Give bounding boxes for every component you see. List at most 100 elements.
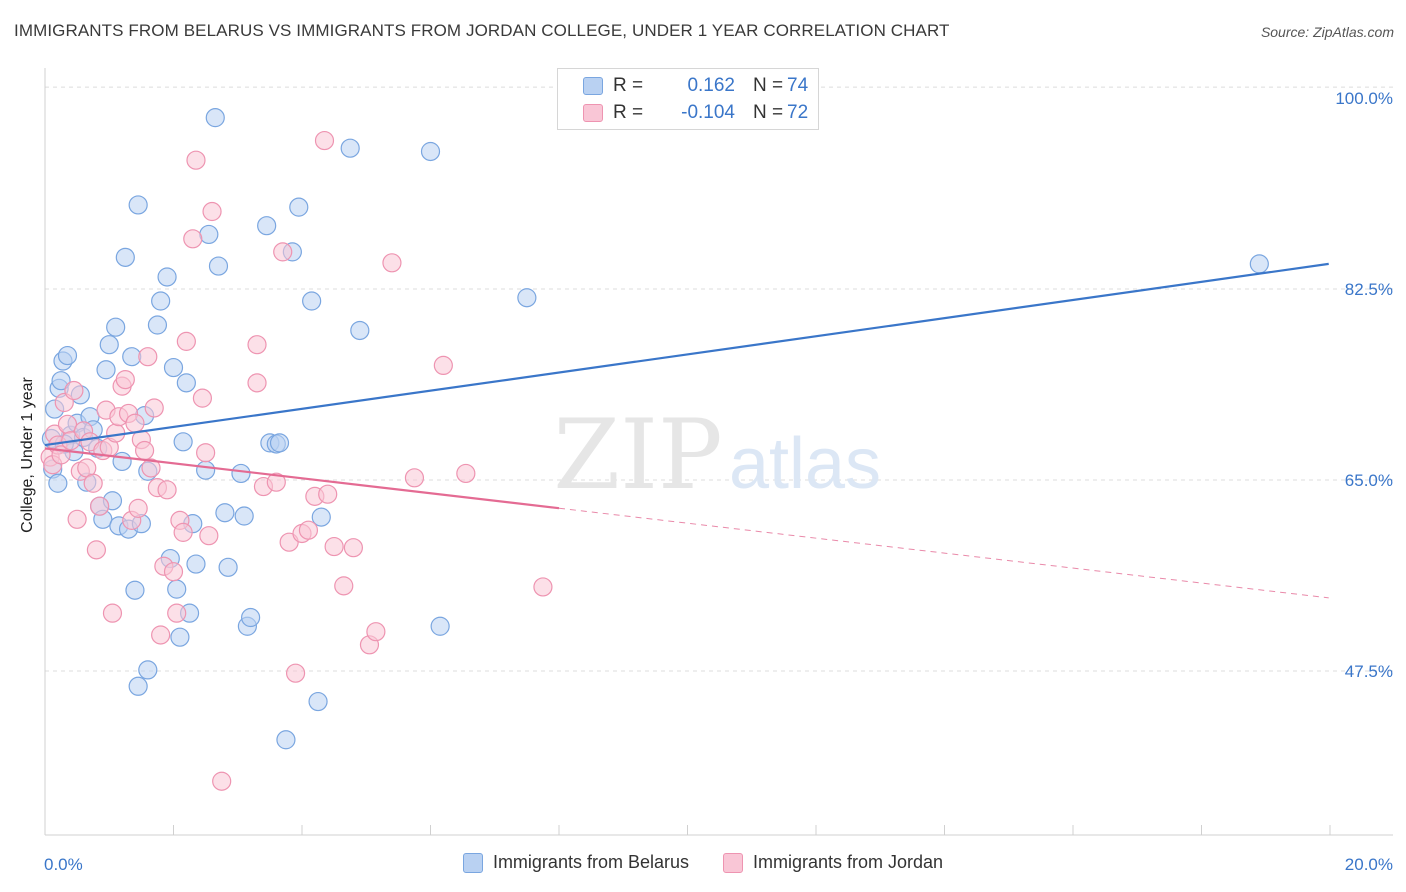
- point-belarus: [276, 730, 296, 750]
- y-tick-label: 100.0%: [1335, 89, 1393, 108]
- point-belarus: [1249, 254, 1269, 274]
- point-jordan: [186, 150, 206, 170]
- point-jordan: [83, 473, 103, 493]
- point-jordan: [533, 577, 553, 597]
- point-jordan: [196, 443, 216, 463]
- series-label-jordan: Immigrants from Jordan: [753, 852, 944, 872]
- point-belarus: [147, 315, 168, 335]
- point-jordan: [151, 625, 171, 645]
- legend-n-label: N =: [753, 102, 784, 123]
- point-belarus: [340, 138, 360, 158]
- legend-row-belarus: R = 0.162 N = 74: [583, 73, 808, 99]
- series-swatch-belarus: [462, 852, 483, 873]
- point-belarus: [122, 347, 142, 367]
- point-jordan: [57, 414, 78, 434]
- point-jordan: [64, 380, 84, 401]
- point-belarus: [125, 580, 145, 600]
- point-jordan: [247, 335, 267, 355]
- point-jordan: [382, 253, 402, 273]
- point-jordan: [128, 498, 148, 518]
- point-belarus: [176, 373, 196, 393]
- point-belarus: [208, 256, 229, 276]
- point-belarus: [302, 291, 322, 311]
- point-belarus: [308, 691, 328, 712]
- series-legend-belarus[interactable]: Immigrants from Belarus: [462, 852, 689, 873]
- legend-r-value: 0.162: [687, 75, 735, 96]
- series-label-belarus: Immigrants from Belarus: [492, 852, 689, 872]
- point-belarus: [289, 197, 309, 217]
- point-belarus: [170, 627, 190, 647]
- chart-title: IMMIGRANTS FROM BELARUS VS IMMIGRANTS FR…: [14, 21, 950, 40]
- point-belarus: [420, 141, 441, 162]
- point-belarus: [57, 345, 78, 366]
- point-belarus: [128, 676, 148, 696]
- series-legend-jordan[interactable]: Immigrants from Jordan: [723, 852, 943, 873]
- point-jordan: [141, 458, 161, 478]
- point-belarus: [218, 557, 238, 577]
- legend-n-value: 72: [787, 102, 809, 123]
- point-belarus: [257, 216, 277, 236]
- point-belarus: [51, 371, 71, 391]
- point-jordan: [266, 472, 286, 492]
- y-tick-label: 65.0%: [1345, 471, 1393, 490]
- point-belarus: [269, 433, 290, 453]
- y-axis-label: College, Under 1 year: [19, 377, 36, 533]
- point-belarus: [186, 554, 206, 574]
- point-jordan: [115, 369, 135, 390]
- point-belarus: [430, 616, 450, 636]
- point-jordan: [86, 540, 107, 560]
- point-jordan: [318, 484, 338, 504]
- series-legend: Immigrants from Belarus Immigrants from …: [0, 852, 1406, 873]
- legend-r-label: R =: [613, 75, 644, 96]
- point-jordan: [433, 355, 453, 375]
- point-jordan: [183, 229, 203, 249]
- point-belarus: [128, 195, 148, 215]
- point-jordan: [102, 603, 123, 623]
- point-belarus: [311, 507, 331, 527]
- point-jordan: [199, 526, 219, 546]
- x-tick-label: 0.0%: [44, 855, 83, 874]
- point-jordan: [90, 496, 110, 516]
- y-tick-label: 82.5%: [1345, 280, 1393, 299]
- point-jordan: [192, 388, 213, 408]
- legend-swatch-jordan: [583, 104, 603, 122]
- point-belarus: [115, 247, 135, 267]
- point-jordan: [404, 468, 425, 488]
- point-belarus: [196, 460, 216, 480]
- point-belarus: [138, 660, 158, 680]
- tick-labels: 100.0% 82.5% 65.0% 47.5% 0.0% 20.0%: [44, 89, 1393, 874]
- point-belarus: [215, 503, 235, 523]
- point-jordan: [157, 480, 177, 500]
- point-belarus: [99, 335, 119, 355]
- point-belarus: [112, 451, 132, 472]
- point-belarus: [173, 432, 193, 452]
- point-jordan: [138, 347, 158, 367]
- point-jordan: [324, 536, 344, 557]
- legend-swatch-belarus: [583, 77, 603, 95]
- trend-line-belarus: [44, 262, 1329, 447]
- point-jordan: [212, 771, 232, 791]
- point-belarus: [157, 267, 177, 287]
- point-belarus: [96, 360, 116, 380]
- point-belarus: [106, 317, 126, 337]
- point-belarus: [517, 288, 537, 308]
- point-jordan: [366, 622, 386, 642]
- point-jordan: [314, 130, 335, 151]
- point-jordan: [167, 603, 187, 623]
- point-jordan: [134, 440, 155, 461]
- legend-r-value: -0.104: [681, 102, 735, 123]
- point-jordan: [298, 520, 319, 540]
- gridlines: [45, 86, 1393, 672]
- point-jordan: [106, 423, 126, 443]
- point-jordan: [144, 398, 164, 418]
- legend-row-jordan: R = -0.104 N = 72: [583, 100, 808, 126]
- point-belarus: [199, 224, 219, 245]
- point-jordan: [334, 576, 354, 596]
- point-jordan: [343, 538, 363, 558]
- chart-source: Source: ZipAtlas.com: [1260, 24, 1394, 40]
- legend-n-value: 74: [787, 75, 809, 96]
- point-jordan: [173, 522, 193, 542]
- point-belarus: [48, 473, 68, 493]
- legend-r-label: R =: [613, 102, 644, 123]
